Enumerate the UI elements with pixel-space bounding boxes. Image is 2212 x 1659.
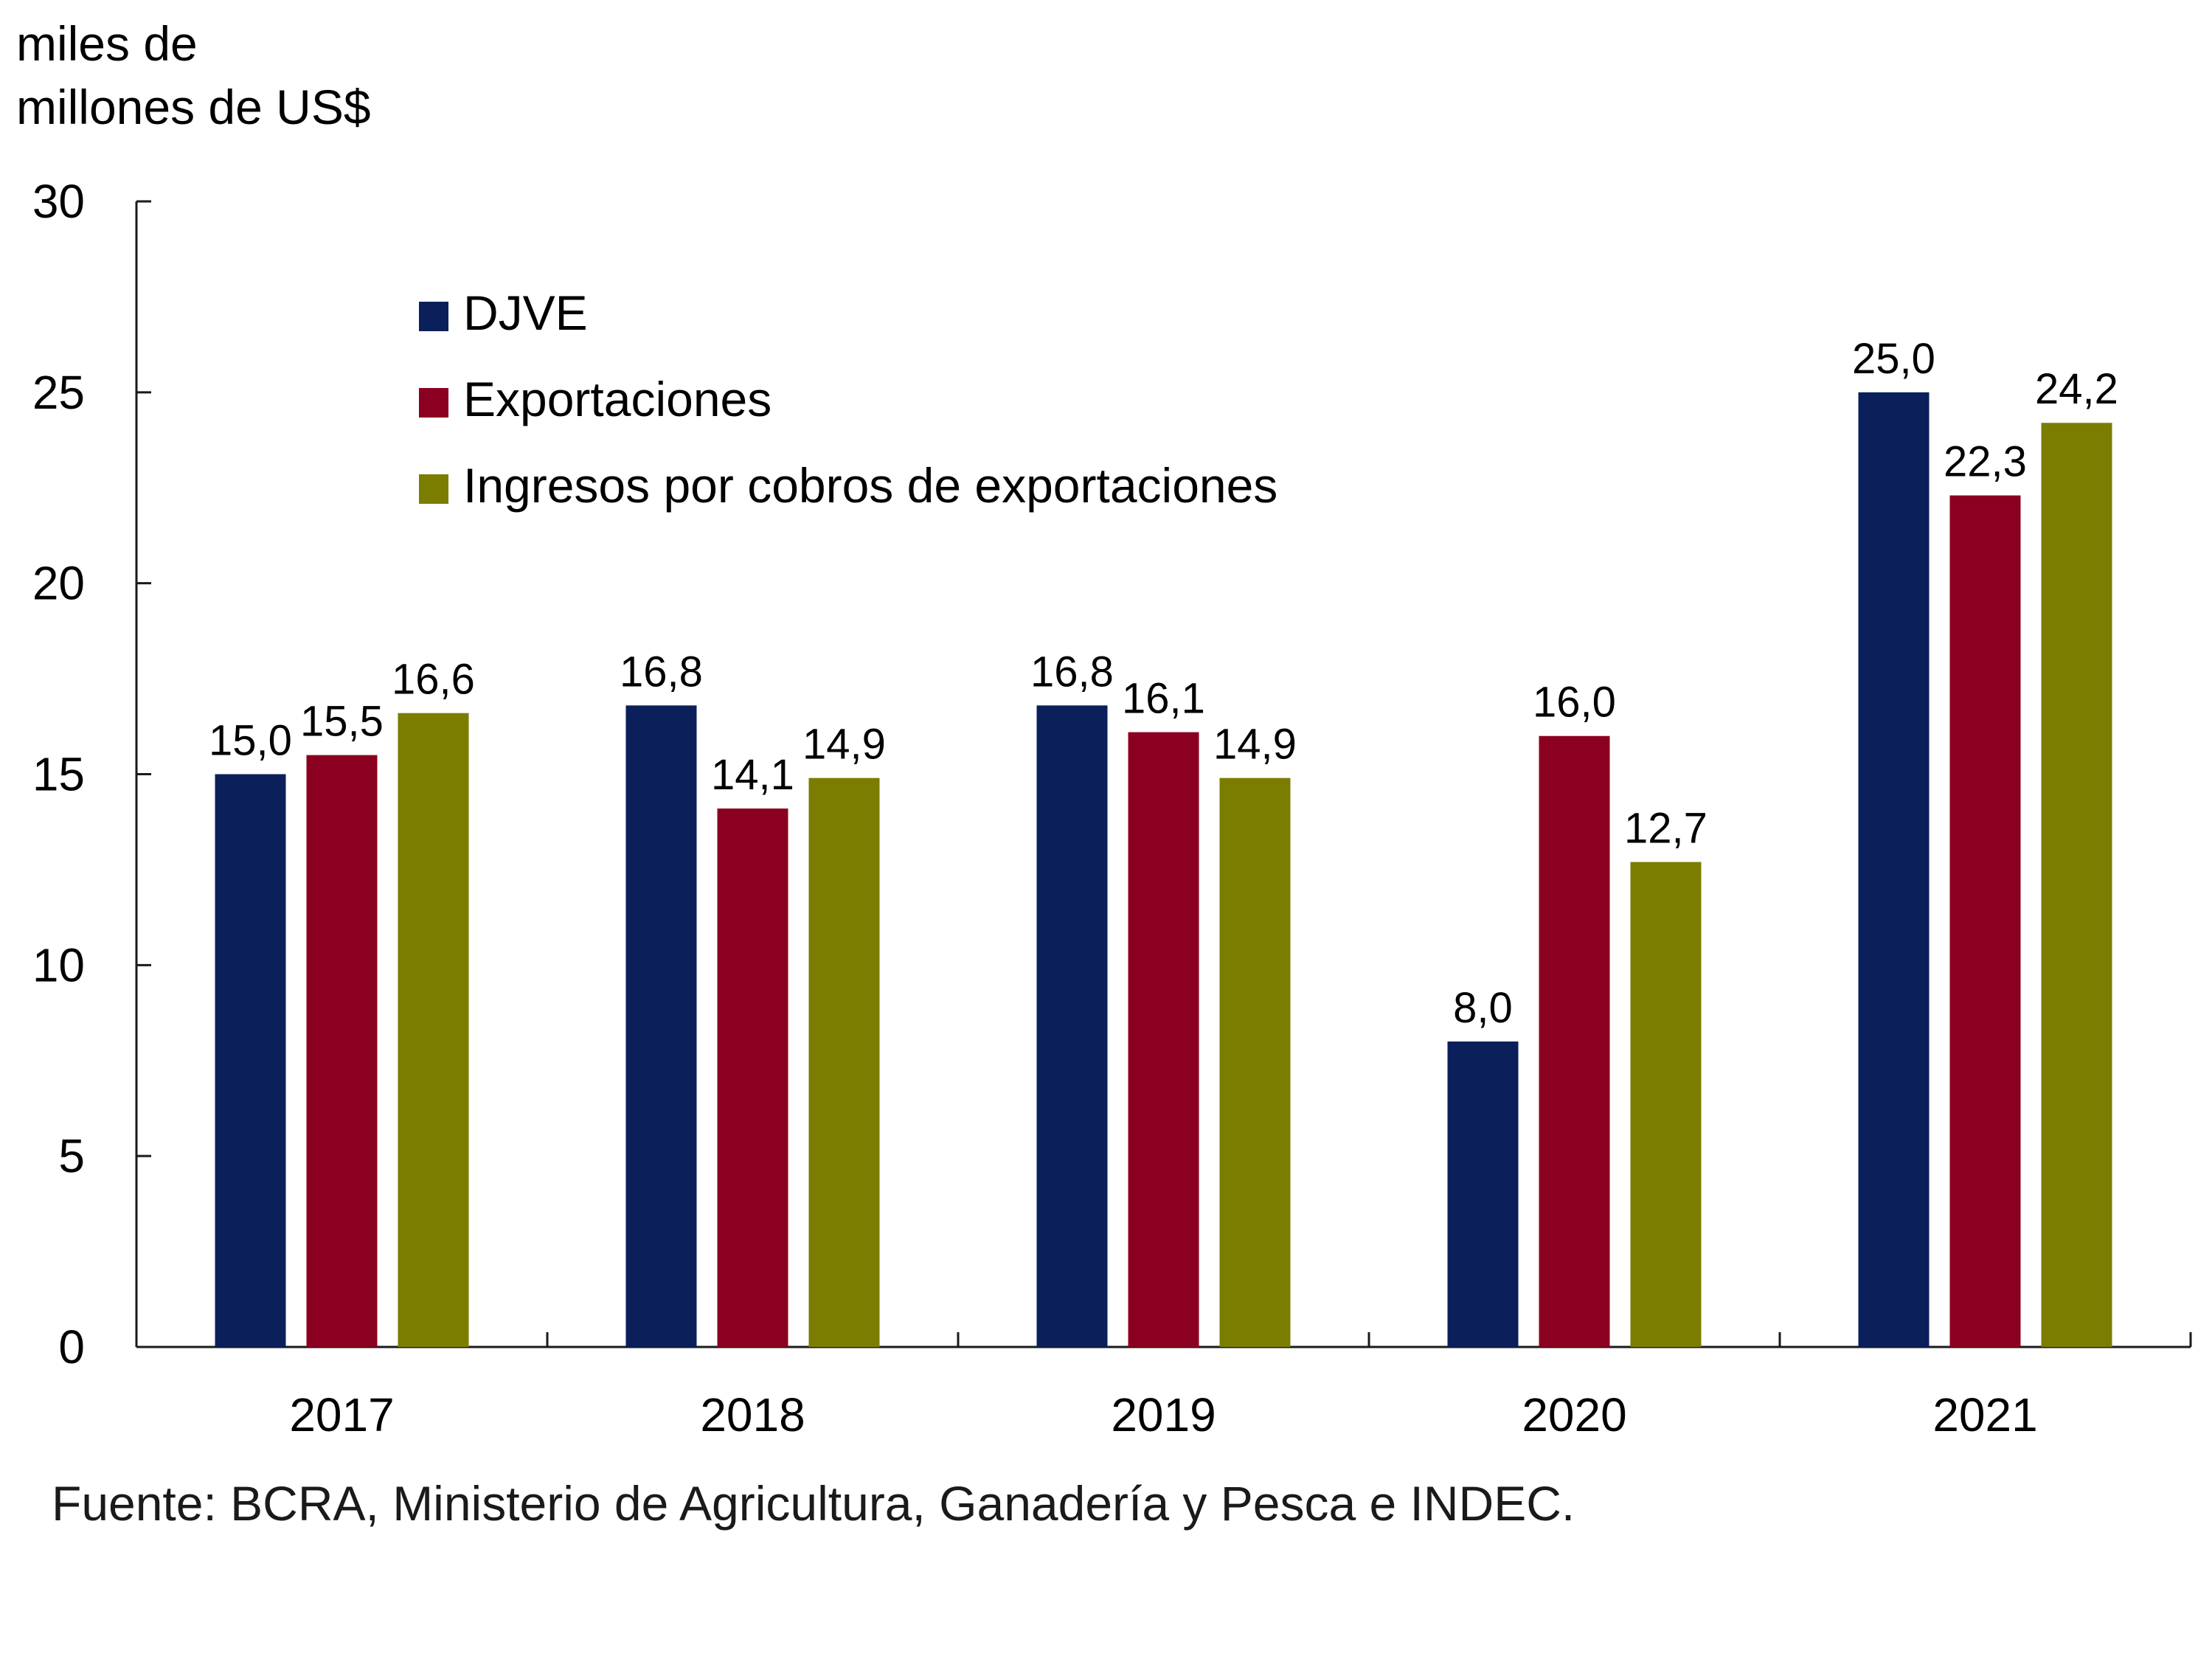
data-label: 12,7 bbox=[1624, 805, 1707, 853]
y-tick-label: 10 bbox=[32, 938, 85, 991]
source-note: Fuente: BCRA, Ministerio de Agricultura,… bbox=[52, 1476, 1575, 1531]
data-label: 16,0 bbox=[1533, 679, 1616, 727]
data-label: 22,3 bbox=[1944, 438, 2027, 486]
bar bbox=[1949, 495, 2021, 1348]
bar bbox=[215, 774, 286, 1347]
data-label: 25,0 bbox=[1852, 335, 1935, 383]
data-label: 15,5 bbox=[300, 698, 384, 746]
data-label: 8,0 bbox=[1453, 984, 1513, 1032]
bar bbox=[1858, 392, 1930, 1348]
y-tick-label: 0 bbox=[58, 1320, 85, 1374]
legend-swatch bbox=[419, 388, 448, 418]
bar bbox=[1128, 732, 1199, 1347]
y-tick-label: 25 bbox=[32, 366, 85, 419]
legend-label: Ingresos por cobros de exportaciones bbox=[463, 458, 1277, 513]
bar bbox=[1539, 735, 1610, 1347]
x-tick-label: 2019 bbox=[1111, 1388, 1216, 1441]
bar bbox=[717, 808, 788, 1347]
y-axis-title-line-1: miles de bbox=[16, 16, 198, 71]
y-tick-label: 5 bbox=[58, 1129, 85, 1182]
data-label: 16,6 bbox=[392, 656, 475, 704]
legend-label: Exportaciones bbox=[463, 372, 772, 426]
bar bbox=[1219, 777, 1291, 1347]
x-tick-label: 2017 bbox=[289, 1388, 394, 1441]
legend: DJVE Exportaciones Ingresos por cobros de … bbox=[419, 285, 1277, 513]
data-label: 16,8 bbox=[620, 648, 703, 696]
x-tick-label: 2021 bbox=[1932, 1388, 2037, 1441]
data-label: 16,8 bbox=[1030, 648, 1114, 696]
data-label: 24,2 bbox=[2035, 365, 2118, 413]
bars bbox=[215, 392, 2112, 1348]
bar bbox=[2041, 423, 2112, 1348]
y-tick-label: 30 bbox=[32, 175, 85, 228]
data-label: 15,0 bbox=[209, 717, 292, 765]
axes: 0 5 10 15 20 25 30 2017 2018 2019 2020 2021 bbox=[32, 175, 2192, 1441]
bar bbox=[1036, 705, 1108, 1347]
legend-label: DJVE bbox=[463, 285, 588, 340]
bar bbox=[808, 777, 880, 1347]
bar bbox=[398, 713, 469, 1347]
bar bbox=[1630, 862, 1702, 1347]
legend-swatch bbox=[419, 474, 448, 504]
bar bbox=[1447, 1041, 1519, 1347]
legend-swatch bbox=[419, 302, 448, 331]
bar bbox=[306, 755, 378, 1347]
bar bbox=[625, 705, 697, 1347]
data-label: 14,9 bbox=[802, 721, 886, 769]
data-label: 14,9 bbox=[1213, 721, 1297, 769]
y-tick-label: 20 bbox=[32, 557, 85, 610]
x-tick-label: 2020 bbox=[1522, 1388, 1626, 1441]
y-axis-title-line-2: millones de US$ bbox=[16, 80, 371, 134]
data-label: 16,1 bbox=[1122, 675, 1205, 723]
x-tick-label: 2018 bbox=[700, 1388, 805, 1441]
y-tick-label: 15 bbox=[32, 748, 85, 801]
data-labels: 15,0 15,516,6 16,814,114,916,816,114,98,01… bbox=[209, 335, 2118, 1032]
data-label: 14,1 bbox=[711, 751, 794, 799]
